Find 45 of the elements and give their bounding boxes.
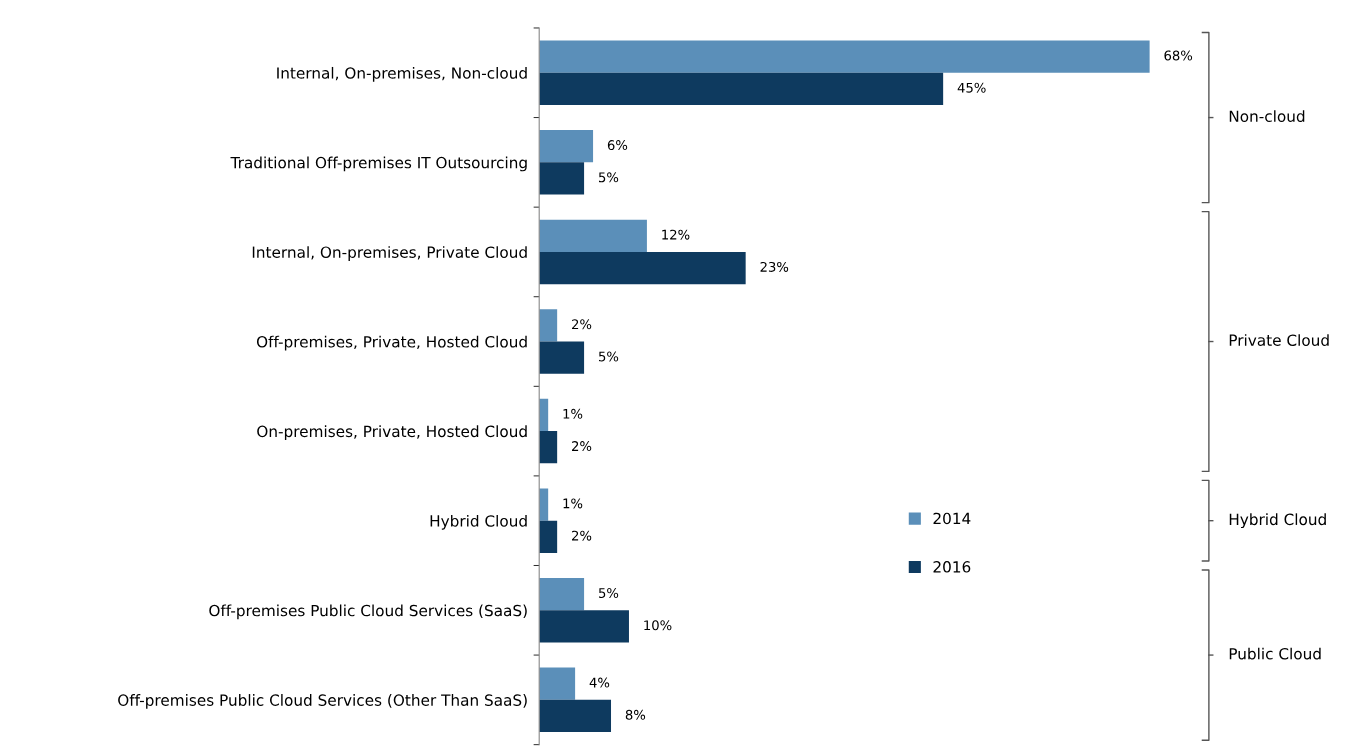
text: Public Cloud (1229, 647, 1321, 660)
data-label: 5% (598, 588, 619, 598)
bar (539, 488, 549, 521)
bar (539, 162, 585, 195)
y-tick-label: On-premises, Private, Hosted Cloud (257, 425, 527, 441)
y-tick-label: Off-premises Public Cloud Services (Other Than SaaS) (118, 694, 527, 709)
bar (539, 610, 629, 643)
bar (539, 520, 558, 553)
data-label: 4% (589, 677, 610, 688)
bar (539, 578, 585, 611)
data-label: 5% (598, 351, 619, 362)
legend-label: 2016 (933, 561, 971, 573)
data-label: 2% (572, 319, 592, 330)
legend-label: 2014 (933, 512, 971, 525)
data-label: 2% (572, 530, 592, 541)
y-tick-label: Internal, On-premises, Private Cloud (252, 246, 527, 261)
y-tick-label: Hybrid Cloud (430, 514, 527, 530)
data-label: 6% (607, 140, 628, 151)
text: Private Cloud (1229, 334, 1329, 346)
bar (539, 667, 576, 700)
bar (539, 431, 558, 464)
text: Non-cloud (1229, 110, 1305, 122)
bar (539, 699, 612, 733)
data-label: 12% (662, 229, 690, 240)
bar (539, 40, 1150, 73)
data-label: 5% (598, 172, 619, 183)
bar (539, 219, 647, 252)
data-label: 1% (563, 408, 583, 419)
data-label: 10% (644, 620, 672, 631)
y-tick-label: Off-premises, Private, Hosted Cloud (256, 335, 527, 351)
data-label: 1% (563, 498, 583, 509)
bar (539, 251, 746, 285)
bar (539, 341, 585, 374)
data-label: 2% (572, 441, 592, 452)
bar (539, 130, 594, 163)
text: Hybrid Cloud (1229, 513, 1326, 529)
data-label: 68% (1164, 50, 1193, 61)
bar (539, 309, 558, 342)
data-label: 45% (957, 82, 986, 93)
data-label: 8% (625, 709, 646, 720)
y-tick-label: Off-premises Public Cloud Services (SaaS) (209, 604, 527, 620)
data-label: 23% (760, 261, 789, 272)
y-tick-label: Traditional Off-premises IT Outsourcing (230, 156, 527, 172)
bar (539, 72, 944, 106)
y-tick-label: Internal, On-premises, Non-cloud (277, 66, 527, 82)
